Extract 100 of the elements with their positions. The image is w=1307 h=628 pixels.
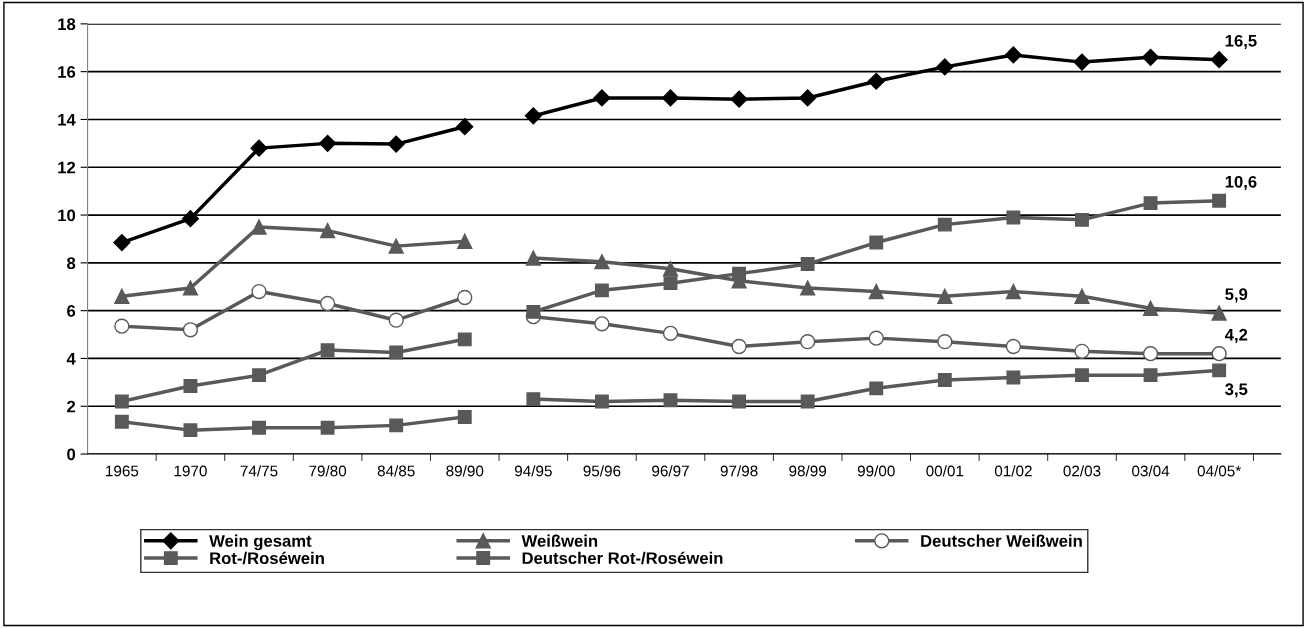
data-label: 5,9 xyxy=(1225,288,1248,303)
point xyxy=(730,90,748,108)
point xyxy=(937,217,952,232)
point xyxy=(663,393,678,408)
point xyxy=(1005,338,1022,355)
legend-label: Weißwein xyxy=(521,534,598,547)
point xyxy=(389,345,404,360)
point xyxy=(1143,196,1158,211)
y-tick-label: 12 xyxy=(58,161,76,174)
x-tick-label: 79/80 xyxy=(309,465,347,477)
point xyxy=(1211,346,1227,362)
point xyxy=(389,418,404,433)
point xyxy=(800,394,815,409)
point xyxy=(388,312,404,328)
point xyxy=(251,283,267,300)
x-tick-label: 1970 xyxy=(174,465,207,477)
data-label: 16,5 xyxy=(1225,34,1257,50)
point xyxy=(250,139,268,157)
x-tick-label: 00/01 xyxy=(926,465,964,477)
point xyxy=(594,316,610,332)
point xyxy=(526,304,541,319)
point xyxy=(387,135,405,153)
point xyxy=(662,325,679,341)
x-tick-label: 98/99 xyxy=(789,465,827,477)
point xyxy=(114,414,129,429)
x-tick-label: 96/97 xyxy=(652,465,689,477)
point xyxy=(525,250,541,266)
x-tick-label: 94/95 xyxy=(514,465,552,477)
point xyxy=(663,276,678,291)
point xyxy=(1212,363,1227,378)
x-tick-label: 01/02 xyxy=(994,465,1032,477)
x-tick-label: 84/85 xyxy=(377,465,415,477)
x-tick-label: 02/03 xyxy=(1063,465,1101,477)
x-tick-label: 03/04 xyxy=(1132,465,1170,477)
point xyxy=(1074,343,1090,359)
point xyxy=(319,295,336,312)
legend-label: Deutscher Rot-/Roséwein xyxy=(522,551,723,565)
point xyxy=(457,410,472,424)
y-tick-label: 4 xyxy=(66,353,76,365)
point xyxy=(457,233,473,249)
point xyxy=(937,288,953,304)
point xyxy=(114,288,130,304)
point xyxy=(1075,368,1089,383)
y-tick-label: 0 xyxy=(67,448,76,461)
point xyxy=(594,394,609,409)
point xyxy=(388,238,404,254)
point xyxy=(937,334,953,350)
point xyxy=(1142,300,1159,316)
point xyxy=(1212,193,1227,208)
point xyxy=(800,257,815,271)
y-tick-label: 14 xyxy=(58,114,76,126)
x-tick-label: 95/96 xyxy=(583,465,621,477)
point xyxy=(936,58,954,76)
point xyxy=(869,235,884,250)
point xyxy=(456,118,474,136)
point xyxy=(251,219,267,235)
point xyxy=(457,332,472,347)
x-tick-label: 97/98 xyxy=(720,465,758,477)
point xyxy=(1142,346,1159,362)
x-tick-label: 89/90 xyxy=(446,465,484,477)
point xyxy=(800,334,816,350)
point xyxy=(113,233,131,252)
point xyxy=(320,343,335,358)
point xyxy=(320,420,335,435)
y-tick-label: 10 xyxy=(58,209,76,222)
point xyxy=(1210,51,1228,69)
point xyxy=(799,89,817,107)
point xyxy=(594,283,609,298)
x-tick-label: 04/05* xyxy=(1197,465,1241,477)
y-tick-label: 18 xyxy=(58,18,76,31)
x-tick-label: 1965 xyxy=(106,465,139,477)
point xyxy=(526,392,541,407)
point xyxy=(183,378,198,393)
point xyxy=(593,89,611,107)
y-tick-label: 2 xyxy=(67,400,76,413)
data-label: 3,5 xyxy=(1225,383,1248,398)
point xyxy=(1211,305,1227,321)
point xyxy=(1004,46,1022,64)
point xyxy=(662,261,679,277)
point xyxy=(1073,53,1091,71)
legend-label: Wein gesamt xyxy=(209,534,312,551)
point xyxy=(732,394,747,409)
point xyxy=(868,283,884,300)
point xyxy=(252,420,266,435)
point xyxy=(867,72,885,90)
point xyxy=(1006,210,1021,225)
point xyxy=(594,254,610,270)
y-tick-label: 6 xyxy=(67,305,76,317)
point xyxy=(732,266,747,281)
y-tick-label: 16 xyxy=(58,66,76,78)
point xyxy=(252,368,266,383)
point xyxy=(868,330,884,346)
point xyxy=(1075,212,1089,227)
data-label: 10,6 xyxy=(1225,175,1257,191)
point xyxy=(114,318,130,334)
point xyxy=(319,134,337,152)
point xyxy=(1006,370,1021,385)
data-label: 4,2 xyxy=(1224,328,1248,344)
point xyxy=(731,338,747,355)
point xyxy=(800,280,816,296)
